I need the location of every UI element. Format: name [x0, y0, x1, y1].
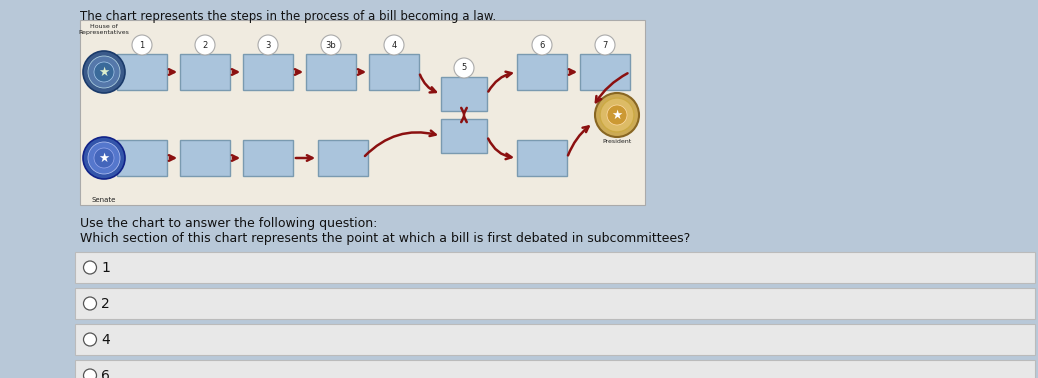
FancyBboxPatch shape — [180, 54, 230, 90]
Circle shape — [88, 142, 120, 174]
Circle shape — [83, 369, 97, 378]
FancyBboxPatch shape — [75, 288, 1035, 319]
Text: The chart represents the steps in the process of a bill becoming a law.: The chart represents the steps in the pr… — [80, 10, 496, 23]
Circle shape — [600, 98, 634, 132]
Text: 3b: 3b — [326, 40, 336, 50]
Text: 1: 1 — [101, 260, 110, 274]
Circle shape — [321, 35, 342, 55]
FancyBboxPatch shape — [306, 54, 356, 90]
Text: 6: 6 — [101, 369, 110, 378]
Text: 1: 1 — [139, 40, 144, 50]
Circle shape — [595, 93, 639, 137]
Text: Which section of this chart represents the point at which a bill is first debate: Which section of this chart represents t… — [80, 232, 690, 245]
Text: ★: ★ — [611, 108, 623, 121]
FancyBboxPatch shape — [75, 252, 1035, 283]
Circle shape — [132, 35, 152, 55]
Circle shape — [83, 333, 97, 346]
FancyBboxPatch shape — [243, 140, 293, 176]
FancyBboxPatch shape — [517, 54, 567, 90]
Circle shape — [607, 105, 627, 125]
FancyBboxPatch shape — [243, 54, 293, 90]
Text: President: President — [602, 139, 632, 144]
Text: House of
Representatives: House of Representatives — [79, 24, 130, 35]
Circle shape — [532, 35, 552, 55]
FancyBboxPatch shape — [368, 54, 419, 90]
Circle shape — [94, 148, 114, 168]
Text: ★: ★ — [99, 152, 110, 164]
Circle shape — [195, 35, 215, 55]
Circle shape — [94, 62, 114, 82]
Text: 4: 4 — [391, 40, 397, 50]
Text: 6: 6 — [540, 40, 545, 50]
Circle shape — [83, 297, 97, 310]
Text: Use the chart to answer the following question:: Use the chart to answer the following qu… — [80, 217, 378, 230]
FancyBboxPatch shape — [75, 324, 1035, 355]
FancyBboxPatch shape — [580, 54, 630, 90]
FancyBboxPatch shape — [441, 119, 487, 153]
Text: 4: 4 — [101, 333, 110, 347]
Circle shape — [83, 137, 125, 179]
Text: ★: ★ — [99, 65, 110, 79]
Text: 2: 2 — [101, 296, 110, 310]
Text: 5: 5 — [461, 64, 467, 73]
FancyBboxPatch shape — [75, 360, 1035, 378]
FancyBboxPatch shape — [117, 140, 167, 176]
FancyBboxPatch shape — [517, 140, 567, 176]
Circle shape — [454, 58, 474, 78]
FancyBboxPatch shape — [180, 140, 230, 176]
Text: Senate: Senate — [91, 197, 116, 203]
Circle shape — [595, 35, 614, 55]
Text: 7: 7 — [602, 40, 607, 50]
Circle shape — [88, 56, 120, 88]
Circle shape — [384, 35, 404, 55]
FancyBboxPatch shape — [80, 20, 645, 205]
Circle shape — [83, 261, 97, 274]
Text: 3: 3 — [266, 40, 271, 50]
FancyBboxPatch shape — [117, 54, 167, 90]
Circle shape — [83, 51, 125, 93]
Circle shape — [258, 35, 278, 55]
Text: 2: 2 — [202, 40, 208, 50]
FancyBboxPatch shape — [441, 77, 487, 111]
FancyBboxPatch shape — [318, 140, 368, 176]
